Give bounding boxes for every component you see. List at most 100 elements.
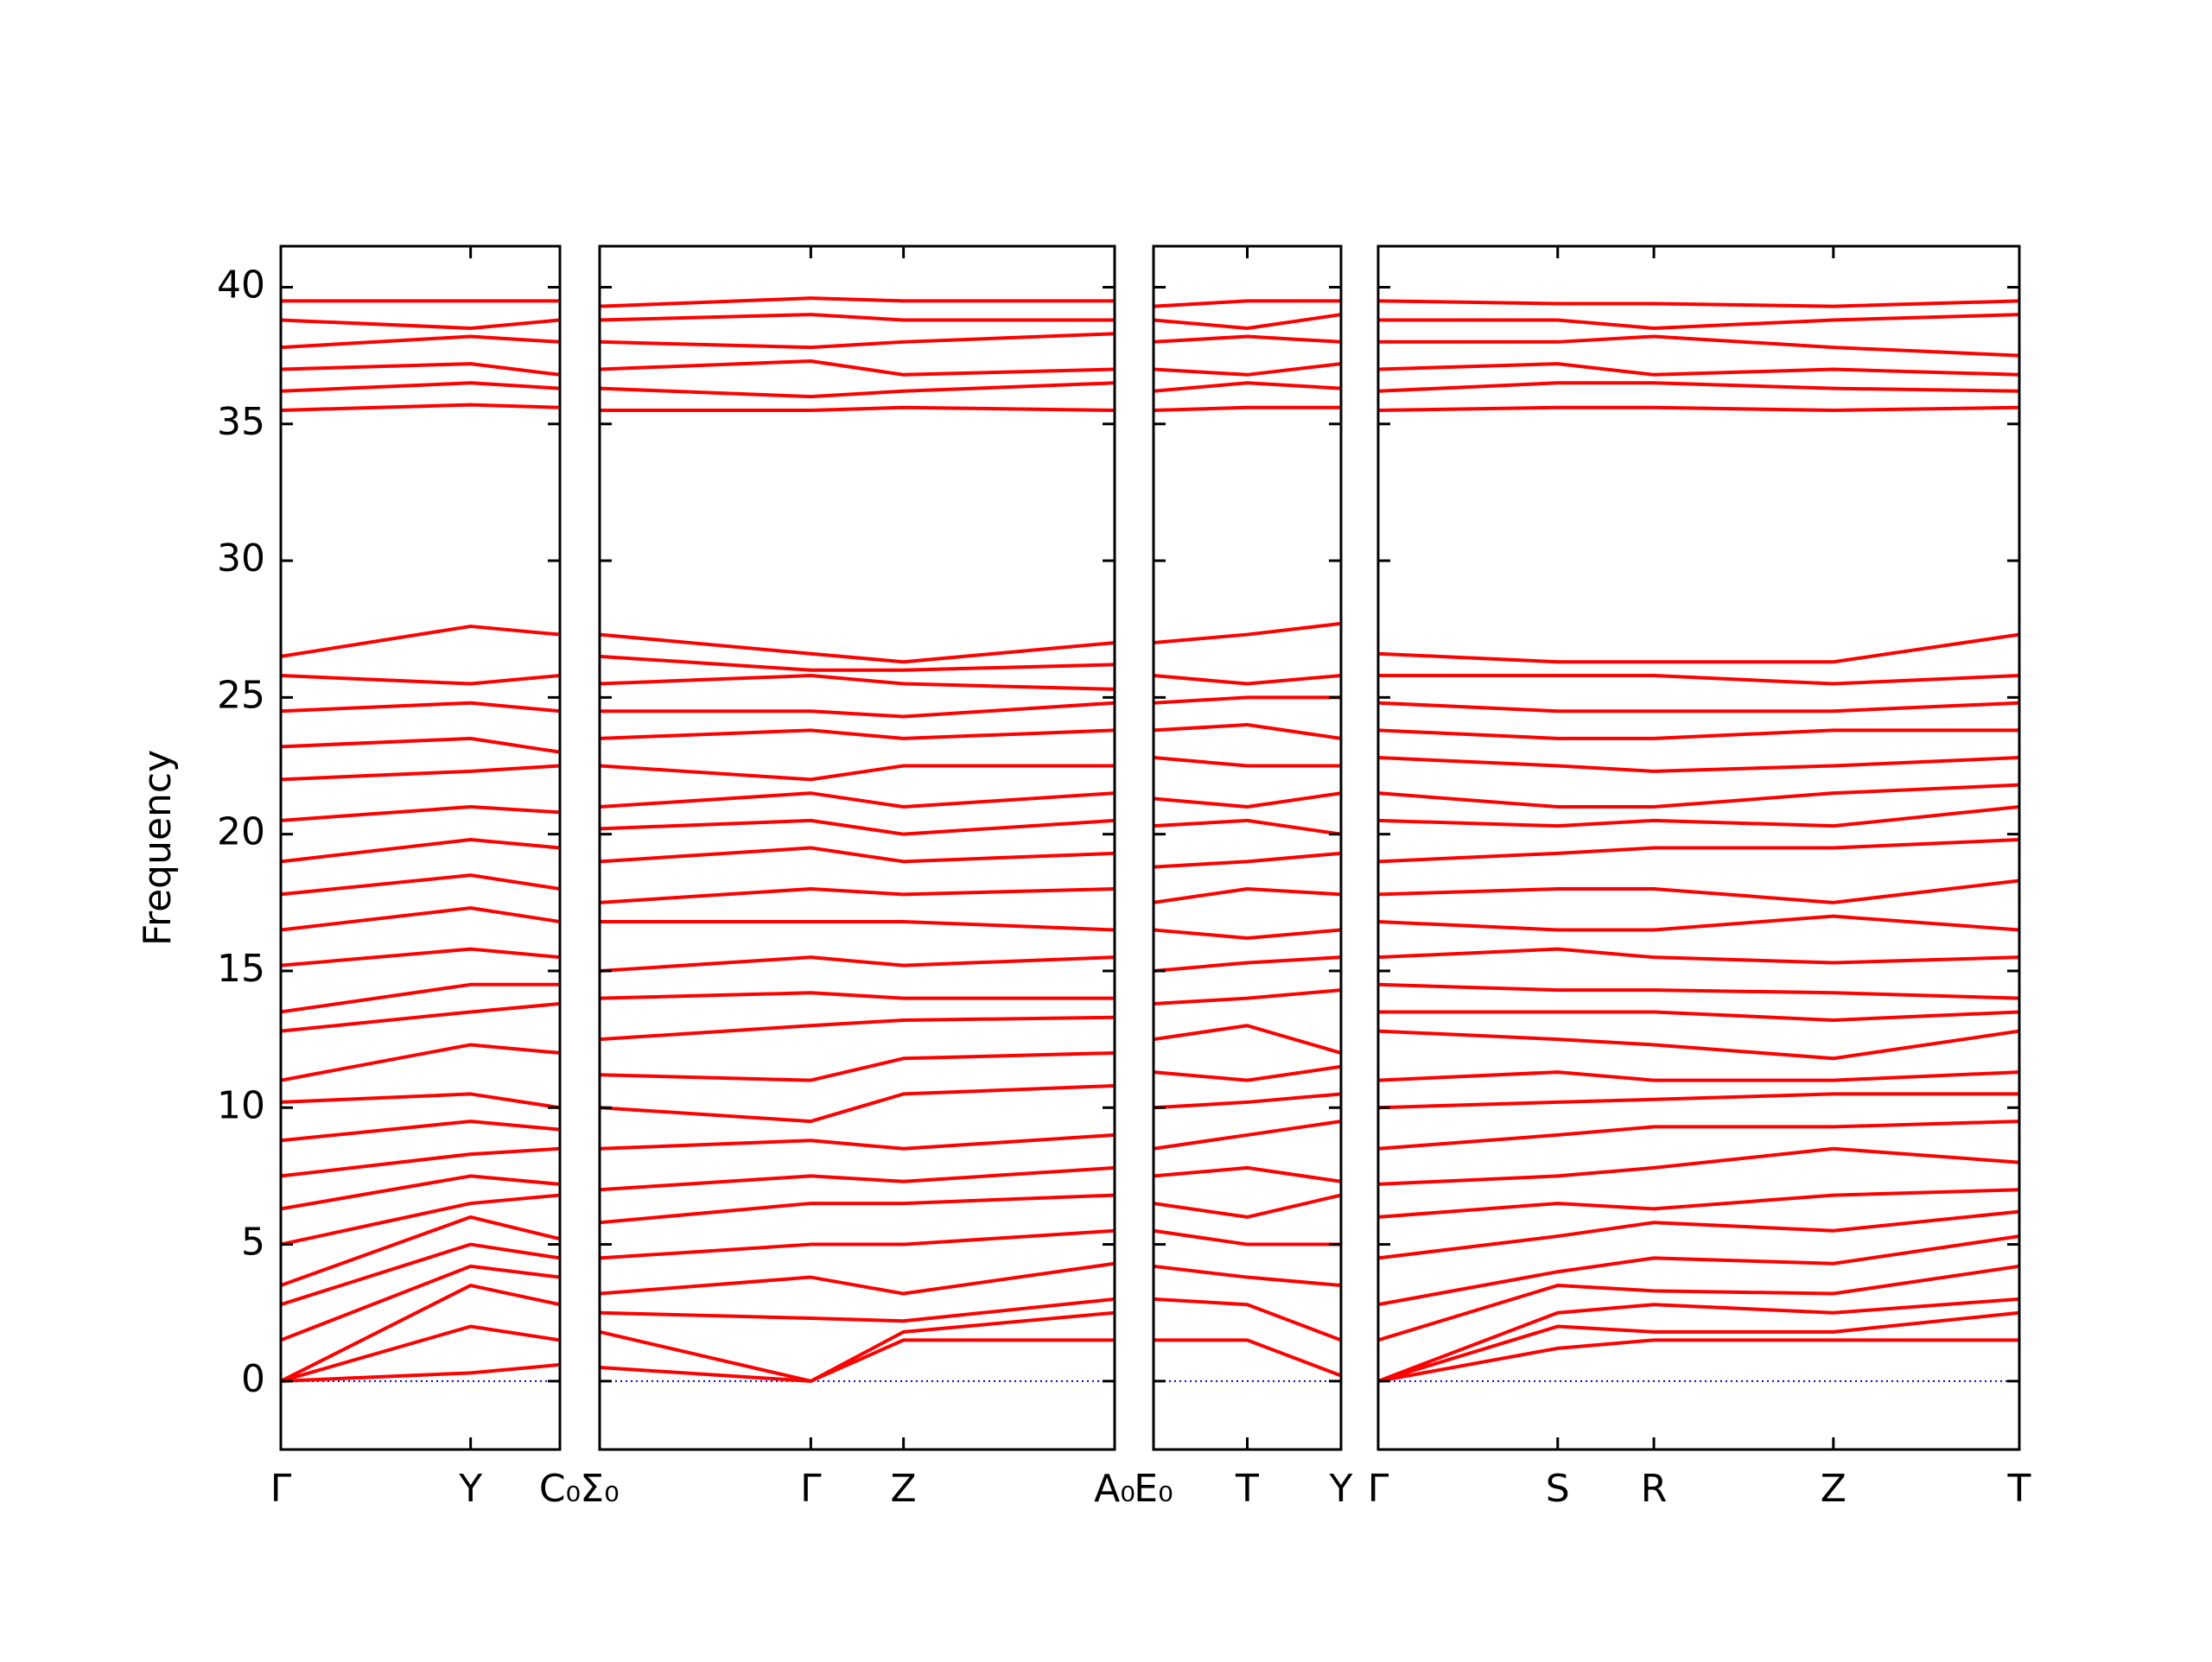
band-line [600, 955, 1115, 973]
band-line [281, 764, 560, 782]
band-line [1378, 405, 2019, 412]
x-tick-label: Σ₀ [580, 1467, 619, 1511]
plot-area [600, 296, 1115, 1383]
band-line [1154, 1264, 1341, 1288]
axes-frame [1376, 244, 2021, 1451]
band-line [600, 1338, 1115, 1383]
band-line [1154, 299, 1341, 308]
band-line [1154, 1064, 1341, 1082]
band-line [281, 805, 560, 822]
band-line [600, 1297, 1115, 1323]
band-line [281, 381, 560, 393]
band-line [1378, 728, 2019, 740]
y-tick-label: 10 [217, 1083, 265, 1127]
band-line [281, 838, 560, 864]
band-line [600, 358, 1115, 377]
band-line [600, 1165, 1115, 1192]
band-line [1378, 1120, 2019, 1151]
band-line [1154, 695, 1341, 705]
band-line [1154, 621, 1341, 645]
x-tick-label: R [1641, 1467, 1668, 1511]
y-tick-label: 5 [241, 1221, 265, 1265]
band-line [600, 919, 1115, 932]
band-line [1378, 1188, 2019, 1219]
band-line [600, 1193, 1115, 1225]
band-line [1378, 632, 2019, 664]
band-line [1154, 313, 1341, 330]
band-line [1154, 674, 1341, 686]
band-line [281, 1264, 560, 1342]
band-line [600, 1310, 1115, 1383]
band-line [281, 1215, 560, 1287]
band-line [1378, 1029, 2019, 1061]
band-line [600, 1083, 1115, 1124]
band-line [1378, 914, 2019, 932]
band-line [1378, 1092, 2019, 1110]
x-tick-label: A₀ [1094, 1467, 1135, 1511]
band-line [1154, 1092, 1341, 1110]
band-line [281, 674, 560, 686]
band-line [281, 1120, 560, 1143]
y-tick-label: 35 [217, 400, 265, 444]
band-line [600, 632, 1115, 664]
band-line [600, 791, 1115, 809]
band-line [281, 1284, 560, 1383]
band-line [600, 332, 1115, 350]
band-line [600, 818, 1115, 836]
band-line [1154, 1193, 1341, 1219]
band-line [600, 654, 1115, 672]
x-tick-label: Y [458, 1467, 482, 1511]
band-line [1378, 362, 2019, 377]
band-line [1154, 334, 1341, 344]
band-line [281, 1001, 560, 1033]
band-line [600, 381, 1115, 399]
band-line [281, 403, 560, 412]
band-line [281, 1043, 560, 1082]
x-tick-label: Γ [270, 1467, 292, 1511]
band-line [600, 886, 1115, 904]
band-line [281, 1146, 560, 1178]
x-tick-label: Z [891, 1467, 917, 1511]
x-tick-label: Y [1329, 1467, 1353, 1511]
band-line [1154, 851, 1341, 869]
band-line [1154, 928, 1341, 940]
x-tick-label: T [1235, 1467, 1259, 1511]
band-line [281, 947, 560, 967]
band-line [1154, 818, 1341, 836]
band-line [281, 701, 560, 714]
band-line [1378, 1338, 2019, 1383]
y-tick-label: 20 [217, 810, 265, 854]
band-line [1154, 988, 1341, 1005]
band-line [600, 1261, 1115, 1296]
band-line [1154, 405, 1341, 412]
band-line [600, 991, 1115, 1000]
band-line [1378, 1070, 2019, 1082]
band-line [1378, 299, 2019, 308]
axes-frame [1152, 244, 1343, 1451]
band-line [281, 362, 560, 377]
band-line [1378, 674, 2019, 686]
band-line [600, 1132, 1115, 1151]
axes-frame [279, 244, 562, 1451]
x-tick-label: C₀ [539, 1467, 581, 1511]
band-line [1378, 313, 2019, 330]
y-axis-label: Frequency [136, 750, 180, 946]
band-line [281, 1362, 560, 1383]
band-line [281, 982, 560, 1014]
band-line [600, 674, 1115, 691]
band-line [1378, 334, 2019, 358]
y-tick-label: 40 [217, 263, 265, 307]
band-line [1154, 1120, 1341, 1151]
band-line [1378, 1209, 2019, 1260]
band-line [600, 728, 1115, 740]
axes-frame [598, 244, 1116, 1451]
x-tick-label: E₀ [1134, 1467, 1173, 1511]
band-line [281, 1193, 560, 1246]
band-line [600, 313, 1115, 322]
band-line [1378, 1297, 2019, 1383]
band-line [1378, 1010, 2019, 1022]
band-line [1378, 381, 2019, 393]
band-line [1154, 723, 1341, 740]
